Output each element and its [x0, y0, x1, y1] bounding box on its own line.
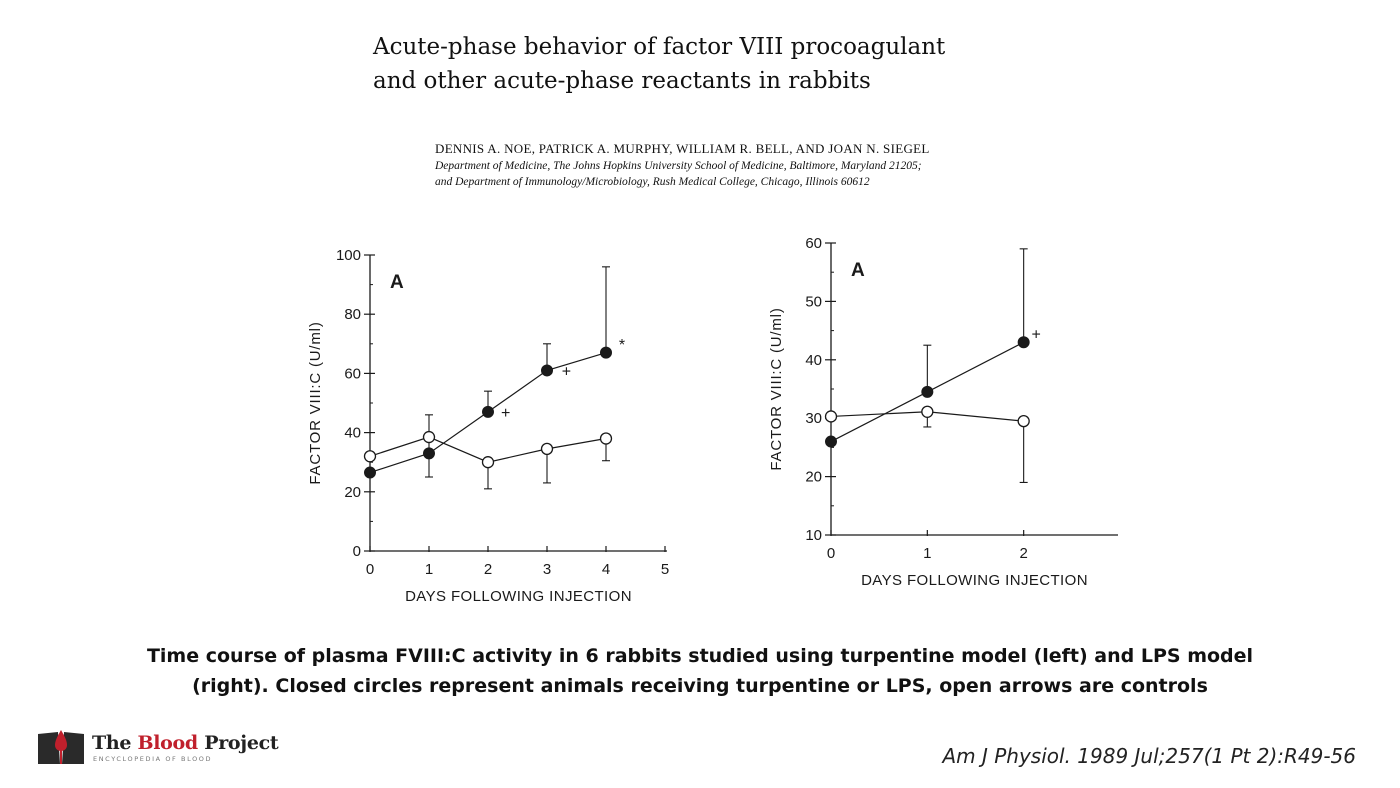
data-point-closed [600, 346, 612, 359]
paper-affiliation-line-1: Department of Medicine, The Johns Hopkin… [435, 160, 922, 172]
paper-title-line-1: Acute-phase behavior of factor VIII proc… [373, 34, 946, 60]
paper-authors: DENNIS A. NOE, PATRICK A. MURPHY, WILLIA… [435, 141, 930, 156]
x-tick-label: 4 [602, 561, 610, 578]
panel-label: A [390, 272, 404, 293]
y-tick-label: 20 [805, 469, 822, 486]
figure-caption-line-2: (right). Closed circles represent animal… [192, 675, 1208, 697]
data-point-closed [482, 405, 494, 418]
y-axis-label: FACTOR VIII:C (U/ml) [307, 321, 324, 484]
y-tick-label: 40 [805, 352, 822, 369]
logo-tagline: ENCYCLOPEDIA OF BLOOD [93, 755, 213, 763]
significance-marker: + [1032, 327, 1041, 344]
y-tick-label: 30 [805, 410, 822, 427]
data-point-open [540, 442, 554, 456]
citation: Am J Physiol. 1989 Jul;257(1 Pt 2):R49-5… [942, 744, 1356, 768]
data-point-closed [364, 466, 376, 479]
data-point-open [363, 450, 377, 463]
x-axis-label: DAYS FOLLOWING INJECTION [861, 572, 1088, 589]
y-tick-label: 10 [805, 527, 822, 544]
chart-lps-model: 10 20 30 40 50 60 0 1 2 DAYS FOLLOWING INJECTION F… [768, 235, 1118, 589]
x-tick-label: 2 [484, 561, 492, 578]
significance-marker: + [562, 363, 571, 380]
panel-label: A [851, 260, 865, 281]
paper-affiliation-line-2: and Department of Immunology/Microbiolog… [435, 176, 870, 188]
data-point-open [921, 405, 934, 418]
x-tick-label: 2 [1019, 545, 1027, 562]
figure-caption-line-1: Time course of plasma FVIII:C activity i… [146, 645, 1254, 667]
x-tick-label: 0 [827, 545, 835, 562]
y-tick-label: 20 [344, 484, 361, 501]
y-axis-label: FACTOR VIII:C (U/ml) [768, 307, 785, 470]
book-blood-drop-icon [38, 730, 84, 764]
chart-turpentine-model: 0 20 40 60 80 100 0 1 2 3 4 5 DAYS FOLLOWING INJECTI… [307, 247, 669, 605]
y-tick-label: 60 [344, 365, 361, 382]
data-point-open [481, 456, 495, 469]
paper-title-line-2: and other acute-phase reactants in rabbi… [373, 68, 871, 94]
x-tick-label: 5 [661, 561, 669, 578]
y-tick-label: 80 [344, 306, 361, 323]
data-point-closed [825, 435, 837, 448]
x-tick-label: 1 [923, 545, 931, 562]
data-point-closed [921, 385, 934, 398]
y-tick-label: 60 [805, 235, 822, 252]
data-point-closed [1017, 336, 1030, 349]
y-tick-label: 100 [336, 247, 361, 264]
y-tick-label: 0 [353, 543, 361, 560]
blood-project-logo[interactable]: The Blood Project ENCYCLOPEDIA OF BLOOD [36, 728, 279, 768]
y-tick-label: 50 [805, 293, 822, 310]
logo-name: The Blood Project [92, 732, 279, 754]
significance-marker: + [501, 405, 510, 422]
x-tick-label: 1 [425, 561, 433, 578]
x-axis-label: DAYS FOLLOWING INJECTION [405, 588, 632, 605]
x-tick-label: 0 [366, 561, 374, 578]
x-tick-label: 3 [543, 561, 551, 578]
data-point-open [599, 432, 613, 445]
y-tick-label: 40 [344, 425, 361, 442]
data-point-closed [541, 364, 553, 377]
data-point-open [1017, 414, 1030, 428]
data-point-open [422, 430, 436, 444]
data-point-open [824, 410, 838, 423]
significance-marker: * [619, 337, 625, 354]
